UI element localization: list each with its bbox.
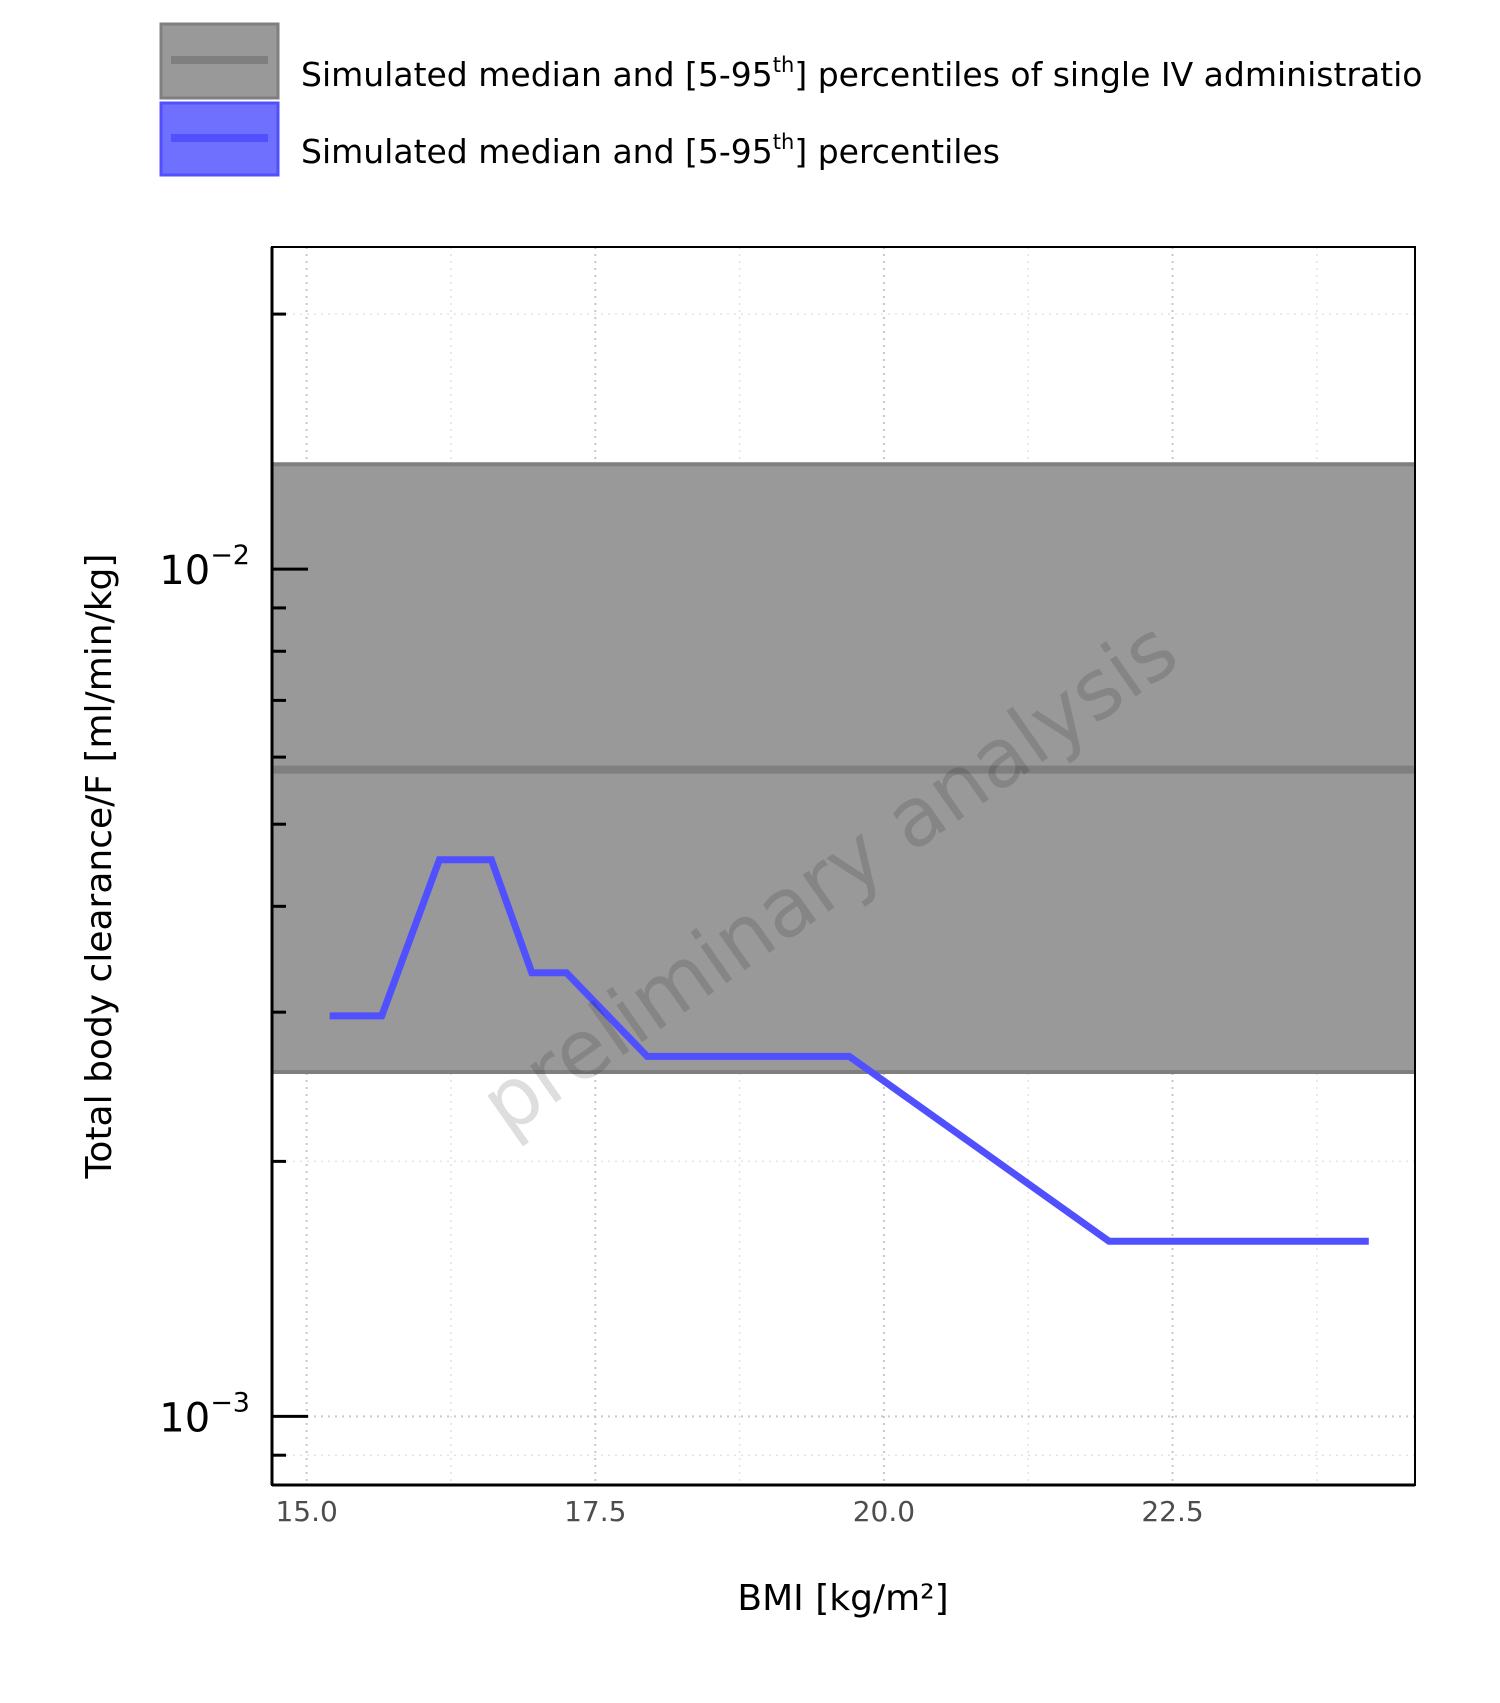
reference-band-layer (272, 462, 1415, 1074)
legend-entry-series: Simulated median and [5-95th] percentile… (159, 101, 1000, 177)
x-tick-label: 22.5 (1141, 1495, 1203, 1528)
y-tick-label: 10−2 (159, 540, 250, 594)
y-tick-label: 10−3 (159, 1387, 250, 1441)
plot-area: preliminary analysis 15.0 17.5 20.0 22.510−… (159, 246, 1416, 1528)
axis-ticks: 15.0 17.5 20.0 22.5 10−3 10−2 (159, 312, 1204, 1528)
y-axis-title: Total body clearance/F [ml/min/kg] (79, 554, 120, 1180)
series-line (329, 856, 1369, 1245)
legend-entry-reference: Simulated median and [5-95th] percentile… (159, 22, 1422, 100)
series-layer (329, 856, 1369, 1245)
legend-label-series: Simulated median and [5-95th] percentile… (301, 130, 1000, 171)
x-axis-title: BMI [kg/m²] (737, 1578, 948, 1619)
legend: Simulated median and [5-95th] percentile… (159, 22, 1422, 177)
legend-label-reference: Simulated median and [5-95th] percentile… (301, 53, 1422, 94)
x-tick-label: 17.5 (564, 1495, 626, 1528)
x-tick-label: 15.0 (275, 1495, 337, 1528)
x-tick-label: 20.0 (853, 1495, 915, 1528)
